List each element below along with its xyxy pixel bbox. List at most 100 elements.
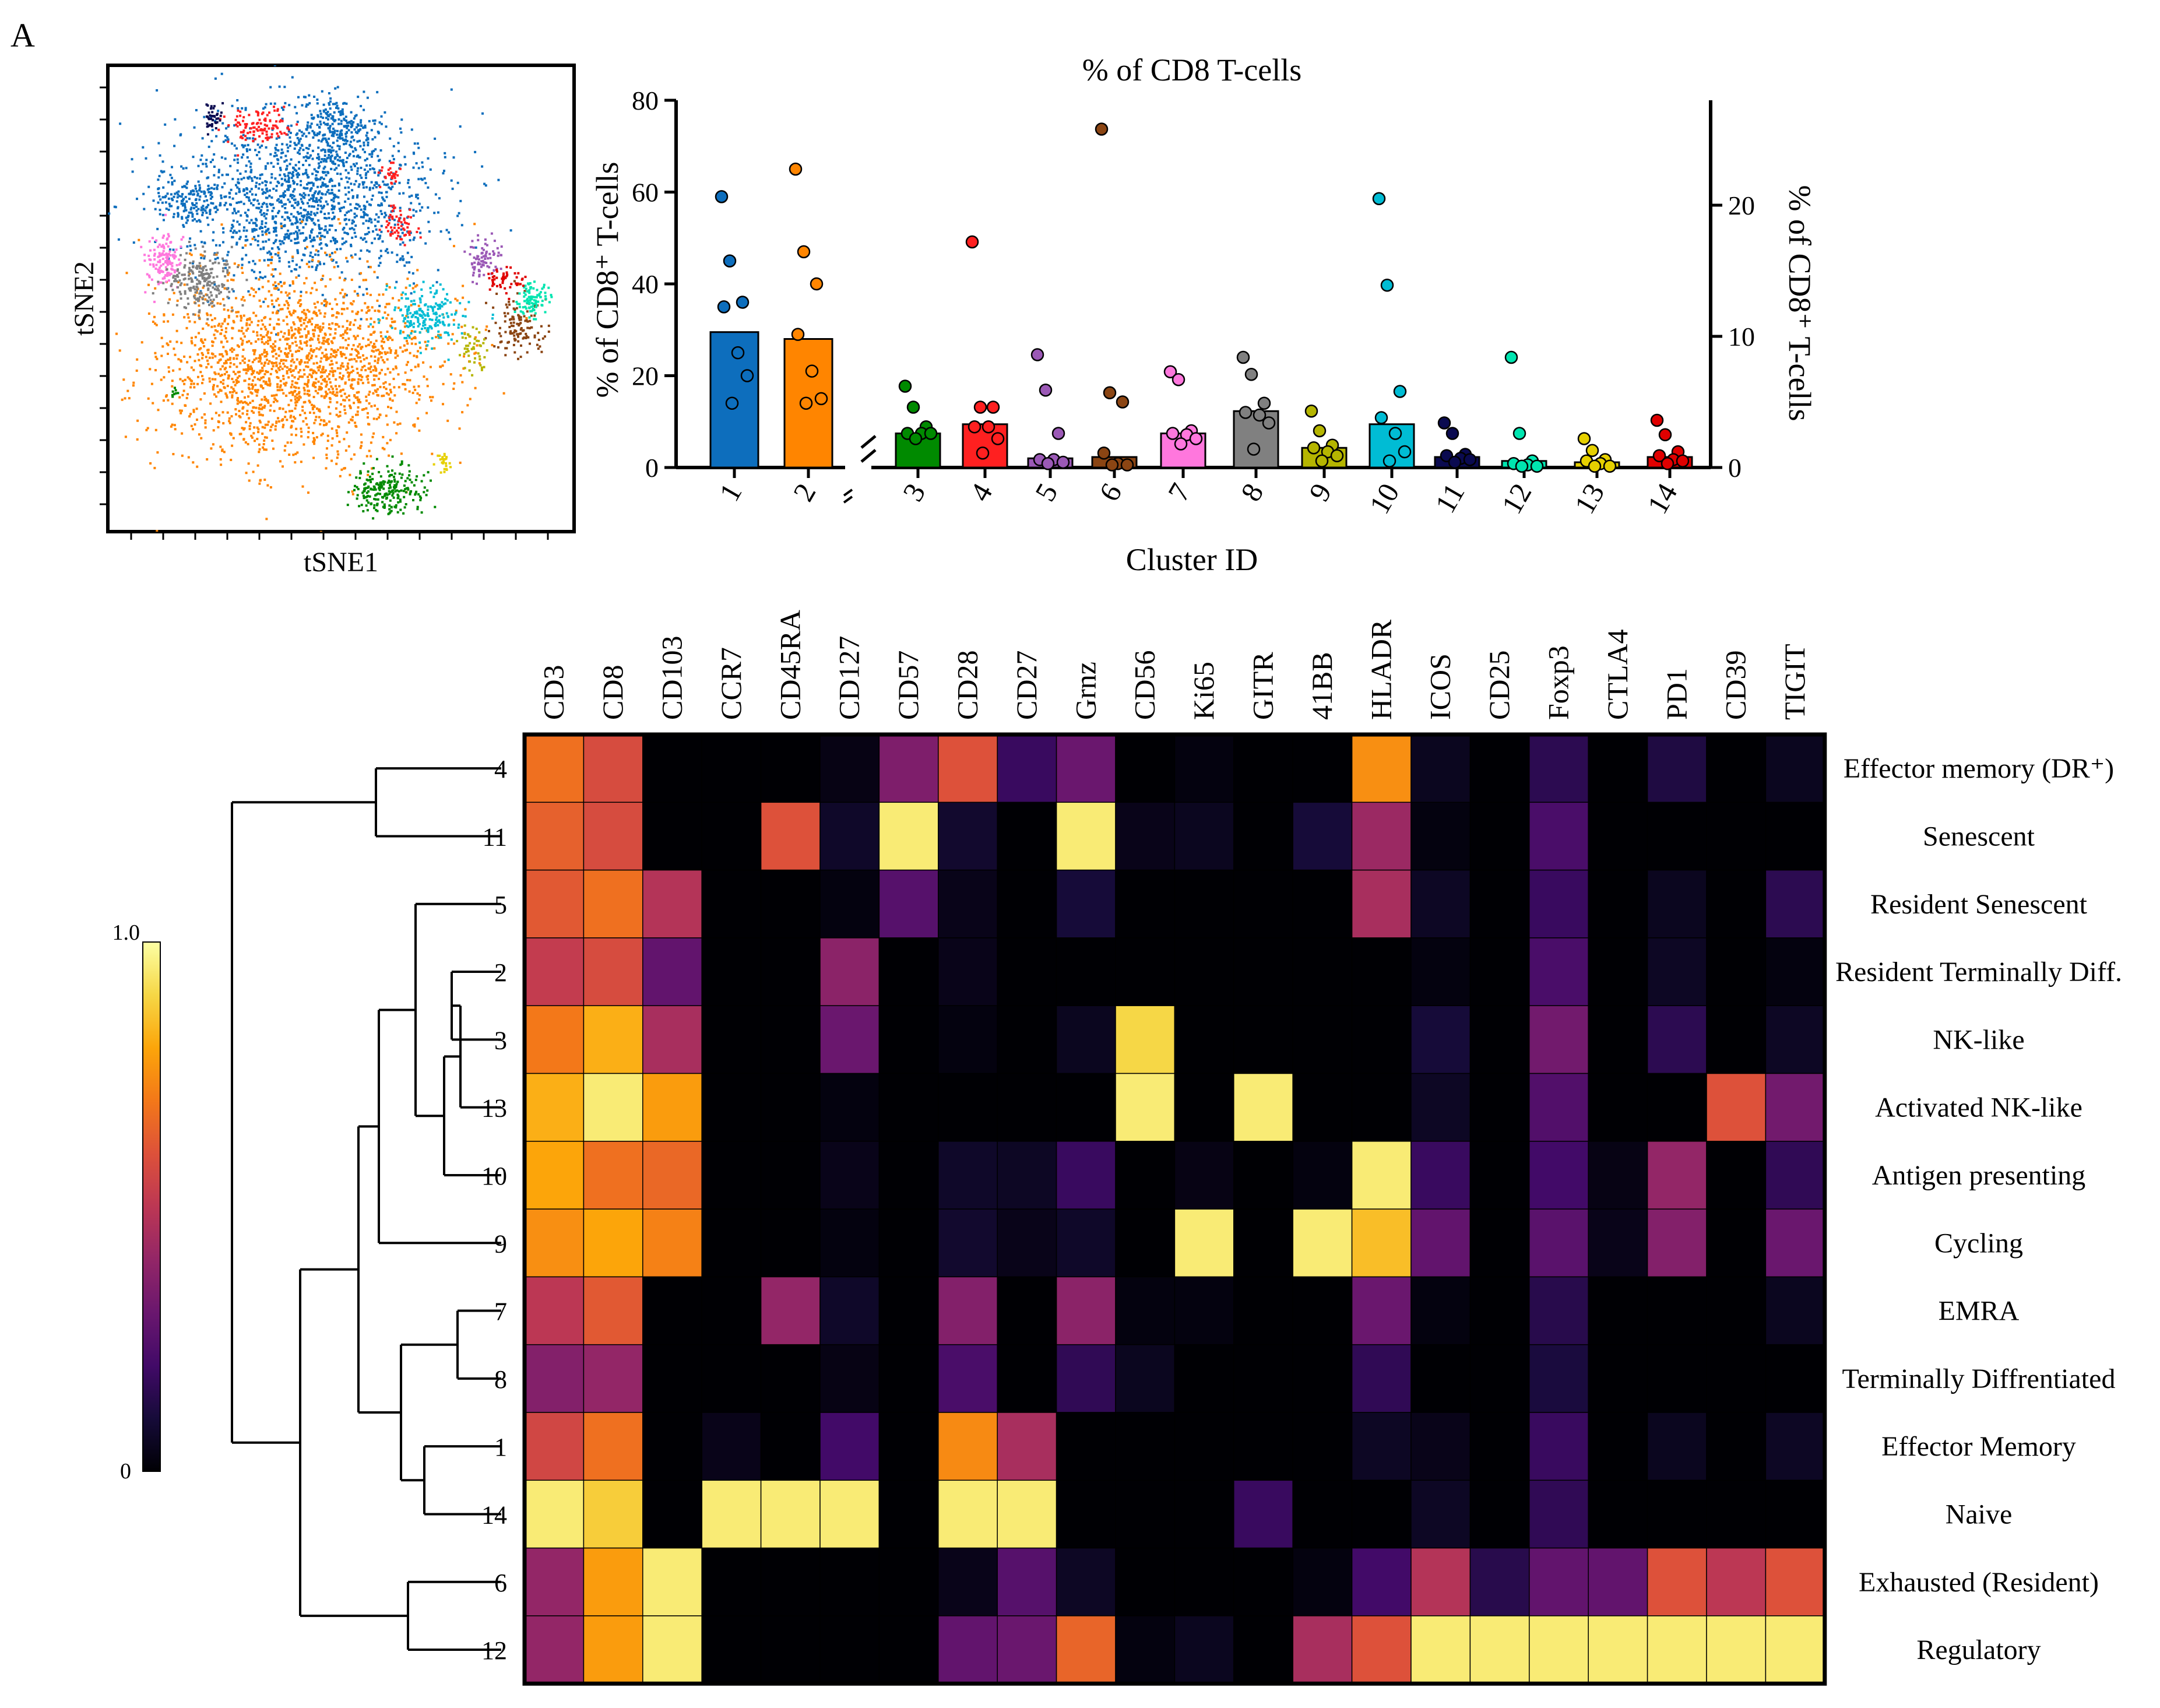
heatmap-cell	[1588, 869, 1648, 939]
heatmap-cell	[1469, 802, 1530, 871]
heatmap-cell	[701, 802, 762, 871]
bar-cluster-3	[895, 433, 941, 469]
heatmap-cell	[1233, 1547, 1293, 1616]
heatmap-cell	[819, 1615, 880, 1684]
bar-point-cluster-3	[909, 432, 923, 445]
heatmap-cell	[1647, 802, 1707, 871]
heatmap-cell	[524, 1547, 585, 1616]
heatmap-col-ki65: Ki65	[1187, 662, 1220, 720]
heatmap-cell	[1351, 1073, 1412, 1142]
bar-point-cluster-7	[1189, 432, 1203, 445]
tsne-cluster-4	[217, 106, 298, 157]
heatmap-cell	[1469, 1208, 1530, 1278]
bar-point-cluster-8	[1236, 350, 1250, 364]
heatmap-cell	[1115, 1412, 1176, 1481]
heatmap-cell	[1529, 1276, 1589, 1345]
heatmap-row-label: Cycling	[1934, 1228, 2023, 1259]
bar-point-cluster-3	[924, 427, 938, 440]
bar-point-cluster-10	[1398, 445, 1412, 459]
heatmap-cell	[1174, 1615, 1234, 1684]
bar-point-cluster-1	[740, 369, 754, 382]
heatmap-cell	[1410, 1344, 1471, 1413]
heatmap-cell	[1115, 1141, 1176, 1210]
heatmap-cell	[878, 1344, 939, 1413]
tsne-points-cluster-10	[369, 280, 494, 361]
heatmap-cell	[1410, 1141, 1471, 1210]
bar-point-cluster-10	[1388, 427, 1402, 440]
bar-point-cluster-2	[805, 364, 819, 378]
bar-y-label-right: % of CD8⁺ T-cells	[1782, 185, 1817, 421]
heatmap-row-label: Antigen presenting	[1872, 1160, 2086, 1191]
heatmap-cell	[1529, 1344, 1589, 1413]
heatmap-cell	[1292, 1276, 1353, 1345]
heatmap-cell	[1588, 1479, 1648, 1549]
heatmap-cell	[1647, 734, 1707, 803]
tsne-points-cluster-4	[378, 204, 422, 247]
heatmap-cell	[1292, 734, 1353, 803]
heatmap-cell	[1233, 1615, 1293, 1684]
heatmap-cell	[1647, 1208, 1707, 1278]
heatmap-cell	[642, 869, 702, 939]
bar-y-label-left: % of CD8⁺ T-cells	[590, 162, 625, 398]
heatmap-cell	[1292, 1344, 1353, 1413]
heatmap-col-pd1: PD1	[1660, 668, 1693, 720]
heatmap-col-cd28: CD28	[951, 651, 984, 720]
heatmap-cell	[1706, 1479, 1767, 1549]
bar-x-tick-label: 7	[1162, 478, 1197, 507]
bar-x-tick-label: 3	[896, 478, 932, 507]
heatmap-cell	[642, 1479, 702, 1549]
heatmap-cell	[701, 869, 762, 939]
heatmap-col-grnz: Grnz	[1069, 662, 1102, 720]
heatmap-cell	[1056, 1479, 1116, 1549]
heatmap-cell	[1706, 1547, 1767, 1616]
bar-point-cluster-13	[1577, 432, 1591, 445]
bar-point-cluster-6	[1095, 122, 1109, 136]
heatmap-cell	[583, 1547, 643, 1616]
bar-point-cluster-11	[1463, 453, 1477, 466]
bar-point-cluster-2	[789, 162, 803, 176]
heatmap-cell	[1233, 1208, 1293, 1278]
heatmap-cell	[1647, 1073, 1707, 1142]
heatmap: CD3 CD8 CD103 CCR7 CD45RA CD127 CD57 CD28 CD27 Gr…	[112, 610, 2122, 1686]
heatmap-cell	[642, 802, 702, 871]
heatmap-cell	[1174, 1005, 1234, 1074]
heatmap-cell	[642, 734, 702, 803]
panel-label: A	[10, 16, 35, 54]
tsne-points-cluster-4	[217, 106, 298, 157]
heatmap-cell	[1765, 1141, 1825, 1210]
heatmap-cell	[1588, 1276, 1648, 1345]
heatmap-cell	[760, 1547, 821, 1616]
bar-point-cluster-7	[1166, 427, 1180, 440]
heatmap-cell	[642, 1547, 702, 1616]
tsne-cluster-3	[171, 386, 180, 398]
heatmap-cell	[1115, 1547, 1176, 1616]
heatmap-cell	[1056, 1005, 1116, 1074]
bar-point-cluster-5	[1041, 457, 1055, 470]
bar-axis-break	[860, 435, 877, 449]
heatmap-cell	[642, 1208, 702, 1278]
heatmap-cell	[1469, 869, 1530, 939]
heatmap-cell	[1115, 1615, 1176, 1684]
tsne-points-cluster-14	[487, 266, 527, 300]
heatmap-col-gitr: GITR	[1247, 652, 1279, 720]
heatmap-cell	[1233, 1005, 1293, 1074]
heatmap-cell	[1351, 1547, 1412, 1616]
heatmap-cell	[1174, 1208, 1234, 1278]
bar-point-cluster-5	[1039, 384, 1053, 397]
heatmap-cell	[583, 937, 643, 1006]
heatmap-cell	[1056, 1073, 1116, 1142]
heatmap-cell	[1351, 1412, 1412, 1481]
heatmap-cell	[1115, 1073, 1176, 1142]
heatmap-cell	[1233, 937, 1293, 1006]
heatmap-cell	[583, 1479, 643, 1549]
heatmap-cell	[1647, 1344, 1707, 1413]
heatmap-cell	[583, 1615, 643, 1684]
heatmap-cell	[1529, 1412, 1589, 1481]
heatmap-cell	[1056, 1615, 1116, 1684]
heatmap-cell	[1529, 937, 1589, 1006]
bar-point-cluster-1	[731, 346, 745, 360]
heatmap-cell	[760, 1344, 821, 1413]
heatmap-cell	[1233, 802, 1293, 871]
heatmap-cell	[819, 869, 880, 939]
heatmap-row-label: Resident Senescent	[1870, 889, 2088, 920]
